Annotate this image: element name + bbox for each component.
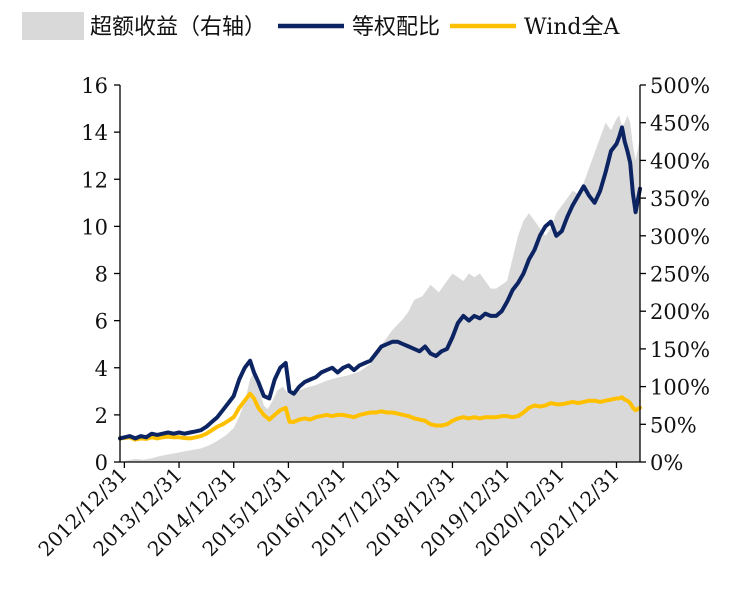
left-tick-label: 2 xyxy=(95,404,108,428)
right-tick-label: 350% xyxy=(650,187,710,211)
left-tick-label: 6 xyxy=(95,310,108,334)
left-tick-label: 10 xyxy=(81,215,108,239)
right-tick-label: 150% xyxy=(650,338,710,362)
right-tick-label: 400% xyxy=(650,149,710,173)
legend-label-wind: Wind全A xyxy=(524,15,621,40)
right-tick-label: 450% xyxy=(650,112,710,136)
right-tick-label: 0% xyxy=(650,451,683,475)
right-tick-label: 250% xyxy=(650,263,710,287)
left-tick-label: 4 xyxy=(95,357,108,381)
left-tick-label: 12 xyxy=(81,168,108,192)
legend: 超额收益（右轴） 等权配比 Wind全A xyxy=(22,12,621,40)
plot-area xyxy=(118,115,642,462)
series-line-equal xyxy=(118,125,642,441)
legend-swatch-excess xyxy=(22,12,84,40)
legend-label-excess: 超额收益（右轴） xyxy=(90,15,266,40)
right-axis-ticks: 0% 50% 100% 150% 200% 250% 300% 350% 400% 450% 500… xyxy=(640,74,710,475)
left-axis-ticks: 0 2 4 6 8 10 12 14 16 xyxy=(81,74,120,475)
right-tick-label: 500% xyxy=(650,74,710,98)
right-tick-label: 300% xyxy=(650,225,710,249)
left-tick-label: 16 xyxy=(81,74,108,98)
x-axis-ticks: 2012/12/312013/12/312014/12/312015/12/31… xyxy=(33,462,624,561)
right-tick-label: 200% xyxy=(650,300,710,324)
right-tick-label: 50% xyxy=(650,413,697,437)
left-tick-label: 0 xyxy=(95,451,108,475)
series-area-excess xyxy=(120,115,640,462)
right-tick-label: 100% xyxy=(650,376,710,400)
series-line-wind xyxy=(118,391,642,442)
left-tick-label: 8 xyxy=(95,263,108,287)
legend-label-equal: 等权配比 xyxy=(352,15,440,40)
left-tick-label: 14 xyxy=(81,121,108,145)
